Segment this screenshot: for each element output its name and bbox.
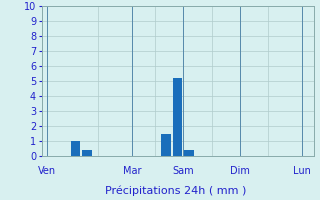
Bar: [173, 78, 182, 156]
Text: Mar: Mar: [123, 166, 141, 176]
Bar: [71, 141, 80, 156]
Text: Sam: Sam: [172, 166, 194, 176]
Text: Dim: Dim: [230, 166, 250, 176]
Text: Lun: Lun: [293, 166, 311, 176]
Bar: [184, 150, 194, 156]
Bar: [82, 150, 92, 156]
Bar: [162, 134, 171, 156]
Text: Précipitations 24h ( mm ): Précipitations 24h ( mm ): [105, 186, 247, 196]
Text: Ven: Ven: [38, 166, 56, 176]
